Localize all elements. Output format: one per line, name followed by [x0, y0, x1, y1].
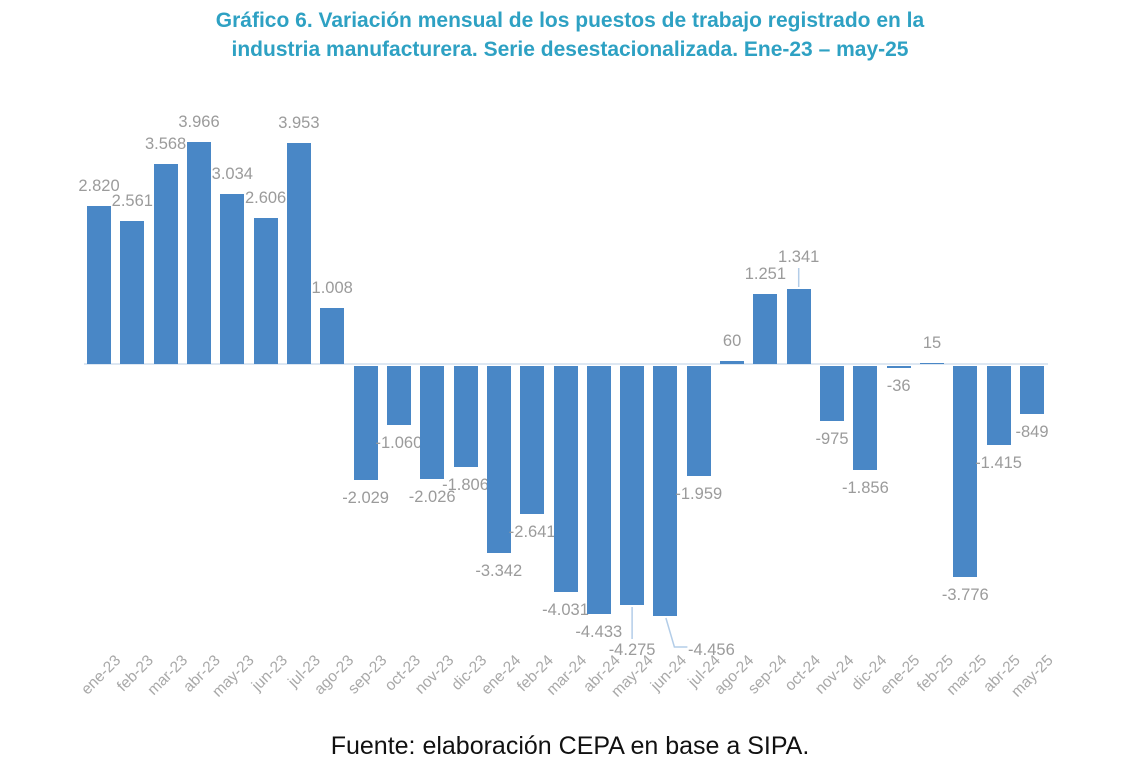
x-tick-jun-23: jun-23: [248, 652, 291, 695]
zero-axis-line: [84, 363, 1048, 365]
data-label-ene-25: -36: [886, 377, 911, 395]
data-label-feb-23: 2.561: [111, 192, 153, 210]
data-label-ago-23: 1.008: [311, 279, 353, 297]
data-label-mar-23: 3.568: [144, 135, 187, 153]
data-label-oct-23: -1.060: [375, 434, 423, 452]
data-label-feb-25: 15: [922, 334, 942, 352]
data-label-ago-24: 60: [722, 332, 742, 350]
bar-mar-23: [153, 164, 178, 364]
chart-title-line1: Gráfico 6. Variación mensual de los pues…: [215, 9, 925, 32]
bar-nov-23: [420, 366, 445, 479]
bar-sep-23: [353, 366, 378, 480]
data-label-nov-24: -975: [815, 430, 849, 448]
bar-may-23: [220, 194, 245, 364]
bar-ago-23: [320, 308, 345, 364]
chart-title: Gráfico 6. Variación mensual de los pues…: [0, 6, 1140, 64]
bar-sep-24: [753, 294, 778, 364]
bar-ene-25: [886, 366, 911, 368]
data-label-abr-23: 3.966: [178, 113, 220, 131]
data-label-oct-24: 1.341: [778, 248, 820, 266]
bar-may-24: [620, 366, 645, 605]
data-label-ene-23: 2.820: [78, 177, 120, 195]
data-label-may-25: -849: [1015, 423, 1049, 441]
bar-abr-25: [986, 366, 1011, 445]
data-label-may-23: 3.034: [211, 165, 253, 183]
data-label-dic-23: -1.806: [442, 476, 489, 494]
bar-abr-24: [586, 366, 611, 614]
data-label-sep-24: 1.251: [744, 265, 787, 283]
bar-nov-24: [820, 366, 844, 421]
bar-abr-23: [187, 142, 211, 364]
bar-oct-23: [386, 366, 411, 425]
data-label-sep-23: -2.029: [342, 489, 389, 507]
x-tick-ene-23: ene-23: [77, 652, 125, 699]
data-label-jun-23: 2.606: [244, 189, 287, 207]
bar-feb-25: [920, 363, 944, 364]
data-label-may-24: -4.275: [608, 641, 656, 659]
data-label-mar-24: -4.031: [542, 601, 589, 619]
data-label-mar-25: -3.776: [941, 586, 989, 604]
bar-mar-24: [553, 366, 578, 592]
data-label-dic-24: -1.856: [841, 479, 889, 497]
data-label-abr-24: -4.433: [575, 623, 623, 641]
bar-jun-24: [653, 366, 678, 616]
bar-feb-23: [120, 221, 145, 364]
bar-jul-24: [686, 366, 711, 476]
bar-ago-24: [720, 361, 745, 364]
bar-oct-24: [786, 289, 811, 364]
data-label-jul-24: -1.959: [675, 485, 723, 503]
data-label-feb-24: -2.641: [508, 523, 556, 541]
chart-title-line2: industria manufacturera. Serie desestaci…: [231, 38, 909, 61]
bar-feb-24: [520, 366, 545, 514]
bar-dic-23: [453, 366, 478, 467]
bar-mar-25: [953, 366, 978, 577]
bar-ene-23: [87, 206, 111, 364]
bar-may-25: [1020, 366, 1044, 414]
bar-jul-23: [286, 143, 311, 364]
data-label-ene-24: -3.342: [475, 562, 523, 580]
data-label-jun-24: -4.456: [687, 641, 735, 659]
data-label-nov-23: -2.026: [408, 488, 456, 506]
source-note: Fuente: elaboración CEPA en base a SIPA.: [330, 732, 810, 760]
bar-dic-24: [853, 366, 878, 470]
bar-ene-24: [486, 366, 511, 553]
data-label-abr-25: -1.415: [975, 454, 1022, 472]
data-label-jul-23: 3.953: [278, 114, 320, 132]
bar-jun-23: [253, 218, 278, 364]
